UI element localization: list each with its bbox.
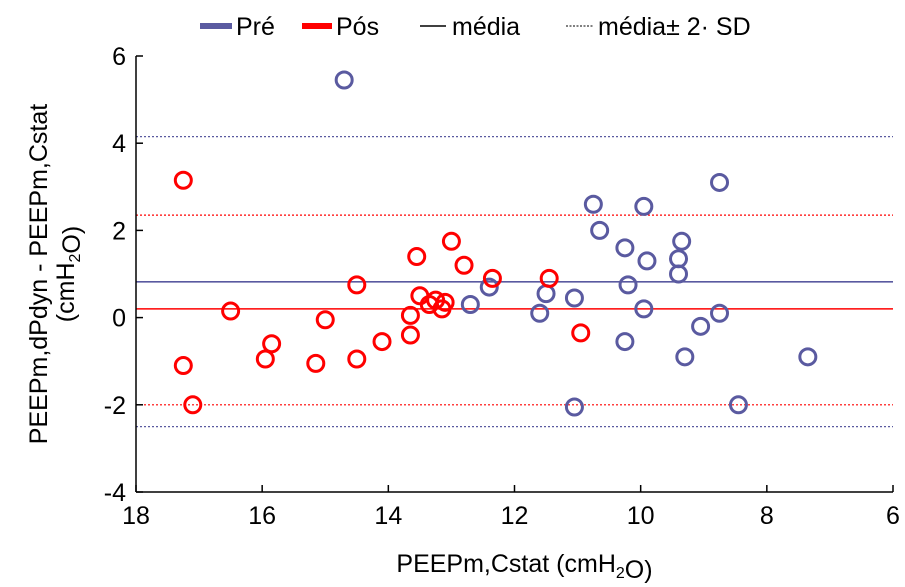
legend-label: Pré — [236, 13, 275, 41]
legend-label: Pós — [336, 13, 379, 41]
y-tick-label: 6 — [112, 43, 126, 71]
pre-point — [637, 251, 657, 271]
pre-point — [710, 303, 730, 323]
pre-point — [672, 231, 692, 251]
pre-point — [691, 316, 711, 336]
pre-point — [634, 299, 654, 319]
pre-point — [590, 220, 610, 240]
y-axis-title: PEEPm,dPdyn - PEEPm,Cstat — [25, 104, 53, 444]
pos-point — [441, 231, 461, 251]
data-points — [173, 70, 818, 417]
pos-point — [347, 275, 367, 295]
y-axis-title-group: PEEPm,dPdyn - PEEPm,Cstat (cmH2O) — [25, 104, 86, 444]
pos-point — [407, 247, 427, 267]
pos-point — [400, 325, 420, 345]
pos-point — [255, 349, 275, 369]
pre-point — [460, 295, 480, 315]
y-tick-label: -4 — [104, 479, 126, 507]
pos-point — [173, 356, 193, 376]
pre-point — [669, 249, 689, 269]
legend: Pré Pós média média± 2· SD — [200, 13, 751, 41]
pre-point — [583, 194, 603, 214]
pos-point — [482, 268, 502, 288]
x-tick-label: 14 — [374, 502, 402, 530]
x-tick-label: 16 — [248, 502, 276, 530]
y-tick-label: 2 — [112, 217, 126, 245]
pre-point — [334, 70, 354, 90]
pre-point — [634, 196, 654, 216]
pos-point — [571, 323, 591, 343]
y-axis-title-units: (cmH2O) — [52, 226, 86, 322]
pos-point — [400, 305, 420, 325]
x-tick-label: 8 — [760, 502, 774, 530]
legend-label: média — [452, 13, 520, 41]
pos-point — [183, 395, 203, 415]
pre-point — [710, 172, 730, 192]
x-tick-label: 6 — [886, 502, 900, 530]
axes: 18 16 14 12 10 8 6 -4 -2 0 2 4 6 PEEPm,Cstat (cmH2O) P… — [25, 43, 900, 584]
pos-point — [315, 310, 335, 330]
pre-point — [530, 303, 550, 323]
pos-point — [372, 332, 392, 352]
y-tick-label: 4 — [112, 130, 126, 158]
pos-point — [410, 286, 430, 306]
pos-point — [454, 255, 474, 275]
pos-point — [221, 301, 241, 321]
pre-point — [564, 288, 584, 308]
legend-label: média± 2· SD — [598, 13, 751, 41]
pos-point — [262, 334, 282, 354]
pre-point — [615, 332, 635, 352]
pre-point — [675, 347, 695, 367]
x-axis-title: PEEPm,Cstat (cmH2O) — [396, 550, 652, 584]
y-tick-label: -2 — [104, 392, 126, 420]
pre-point — [669, 264, 689, 284]
x-tick-label: 10 — [627, 502, 655, 530]
pos-point — [435, 292, 455, 312]
pre-point — [728, 395, 748, 415]
pos-point — [539, 268, 559, 288]
pre-point — [564, 397, 584, 417]
pre-point — [615, 238, 635, 258]
pre-point — [536, 284, 556, 304]
pos-point — [173, 170, 193, 190]
mean-and-limit-lines — [136, 136, 893, 428]
x-tick-label: 18 — [122, 502, 150, 530]
pos-point — [306, 353, 326, 373]
pos-point — [347, 349, 367, 369]
y-tick-label: 0 — [112, 305, 126, 333]
x-tick-label: 12 — [501, 502, 529, 530]
pre-point — [618, 275, 638, 295]
pre-point — [798, 347, 818, 367]
pre-point — [479, 277, 499, 297]
